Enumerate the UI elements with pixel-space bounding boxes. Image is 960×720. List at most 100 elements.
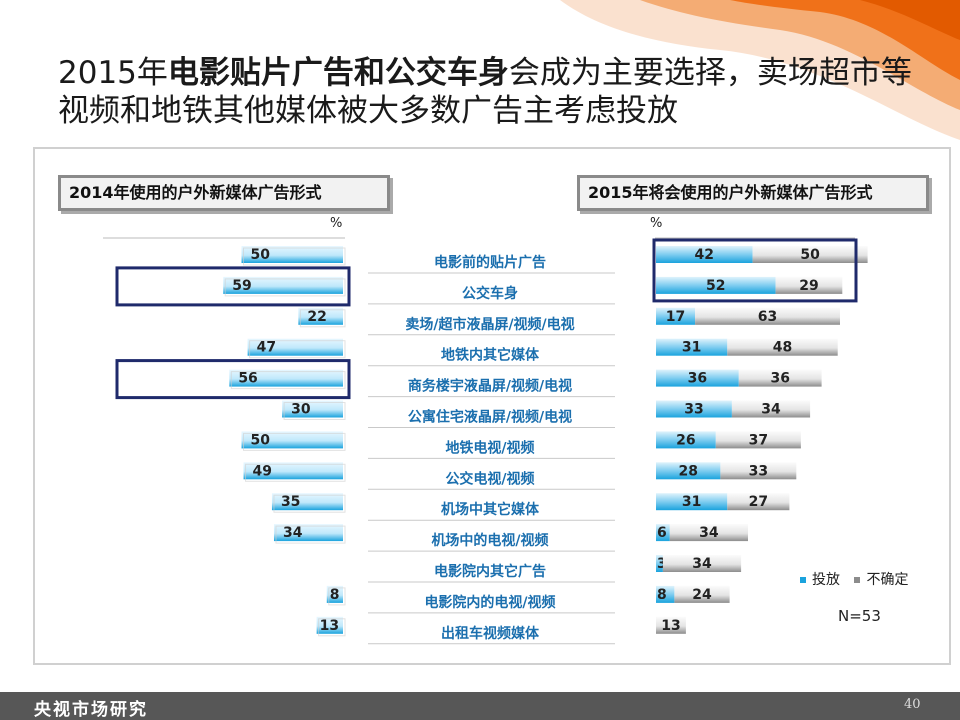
category-label: 机场中的电视/视频 <box>431 532 548 549</box>
right-highlight-frame <box>652 238 858 303</box>
left-bar <box>223 276 343 294</box>
left-bar <box>282 400 343 418</box>
footer-org: 央视市场研究 <box>34 700 148 720</box>
category-label: 电影院内其它广告 <box>434 563 546 580</box>
left-bar-value: 35 <box>281 494 300 510</box>
category-label: 公交车身 <box>462 285 518 302</box>
left-bar-value: 22 <box>307 309 326 325</box>
right-bar-invest-value: 33 <box>684 402 703 418</box>
left-bar-value: 47 <box>257 340 276 356</box>
right-bar-invest <box>656 276 776 294</box>
right-bar-uncertain <box>752 246 868 263</box>
legend-uncertain: 不确定 <box>854 569 908 589</box>
left-bar-value: 59 <box>232 278 251 294</box>
left-bar-shadow <box>275 525 346 544</box>
category-label: 地铁内其它媒体 <box>441 347 540 364</box>
category-label: 电影前的贴片广告 <box>434 254 546 271</box>
left-bar-shadow <box>245 463 346 482</box>
left-highlight-frame <box>115 266 351 307</box>
right-bar-uncertain <box>727 338 838 356</box>
left-bar-value: 13 <box>320 618 339 634</box>
left-bar <box>271 493 343 511</box>
right-bar-uncertain <box>695 307 840 325</box>
legend-uncertain-swatch <box>854 577 861 583</box>
right-bar-uncertain-value: 34 <box>699 525 719 541</box>
right-bar-invest-value: 26 <box>676 432 695 448</box>
right-bar-invest-value: 52 <box>706 278 725 294</box>
left-bar-shadow <box>318 618 346 637</box>
left-bar-shadow <box>230 371 346 390</box>
right-chart-header: 2015年将会使用的户外新媒体广告形式 <box>577 175 929 211</box>
left-bar-value: 34 <box>283 525 303 541</box>
left-bar-shadow <box>243 432 346 451</box>
legend: 投放 不确定 <box>800 569 918 589</box>
right-bar-uncertain <box>656 616 686 634</box>
right-bar-uncertain-value: 36 <box>770 371 789 387</box>
footer-bar: 央视市场研究 40 <box>0 692 960 720</box>
right-bar-uncertain-value: 48 <box>773 340 792 356</box>
sample-size-label: N=53 <box>838 607 881 625</box>
left-percent-label: % <box>330 216 343 231</box>
right-bar-invest <box>656 431 716 449</box>
right-bar-uncertain <box>715 431 801 449</box>
category-label: 公寓住宅液晶屏/视频/电视 <box>408 409 572 426</box>
legend-uncertain-label: 不确定 <box>866 572 909 588</box>
right-bar-group: 42 50 52 29 17 63 31 48 36 36 33 34 26 37 28 33 31 27 6 34 3… <box>656 246 868 634</box>
category-label: 卖场/超市液晶屏/视频/电视 <box>405 316 574 333</box>
category-label: 地铁电视/视频 <box>445 439 534 456</box>
left-bar <box>243 462 343 480</box>
title-part1: 2015年 <box>58 55 168 91</box>
right-bar-invest <box>656 524 670 542</box>
left-bar <box>241 246 343 263</box>
right-bar-invest <box>656 462 721 480</box>
left-bar <box>326 585 343 603</box>
right-bar-uncertain-value: 34 <box>692 556 712 572</box>
legend-invest-swatch <box>800 577 806 583</box>
category-label: 机场中其它媒体 <box>441 501 540 518</box>
right-bar-invest-value: 28 <box>678 463 697 479</box>
right-bar-uncertain-value: 33 <box>749 463 768 479</box>
left-bar <box>316 616 343 634</box>
decorative-swoosh <box>560 0 960 140</box>
right-bar-invest <box>656 307 696 325</box>
right-bar-uncertain <box>669 524 748 542</box>
left-bar-value: 50 <box>251 432 271 448</box>
legend-invest-label: 投放 <box>812 572 840 588</box>
right-bar-invest-value: 6 <box>657 525 667 541</box>
left-bar-shadow <box>299 309 346 328</box>
right-percent-label: % <box>650 216 663 231</box>
right-bar-uncertain-value: 24 <box>692 587 712 603</box>
left-bar-shadow <box>283 402 346 420</box>
right-bar-invest-value: 3 <box>657 556 667 572</box>
left-highlight-frame <box>115 359 351 400</box>
right-bar-invest-value: 36 <box>688 371 707 387</box>
left-bar-value: 30 <box>291 402 311 418</box>
legend-invest: 投放 <box>800 569 840 589</box>
left-bar <box>229 369 343 387</box>
left-chart-header: 2014年使用的户外新媒体广告形式 <box>58 175 390 211</box>
category-label: 电影院内的电视/视频 <box>424 594 555 611</box>
right-bar-uncertain-value: 63 <box>758 309 777 325</box>
category-label-group: 电影前的贴片广告公交车身卖场/超市液晶屏/视频/电视地铁内其它媒体商务楼宇液晶屏… <box>368 254 615 645</box>
left-bar-shadow <box>224 278 346 297</box>
right-bar-uncertain <box>727 493 790 511</box>
right-bar-uncertain <box>720 462 797 480</box>
highlight-frame-group <box>115 238 858 400</box>
left-bar <box>247 338 343 356</box>
left-bar-shadow <box>273 494 346 513</box>
left-bar-value: 50 <box>251 247 271 263</box>
right-bar-uncertain-value: 13 <box>661 618 680 634</box>
left-bar-shadow <box>328 587 346 606</box>
left-bar-value: 56 <box>238 371 257 387</box>
title-bold: 电影贴片广告和公交车身 <box>167 55 509 91</box>
right-bar-invest <box>656 338 728 356</box>
right-bar-uncertain-value: 50 <box>800 247 820 263</box>
right-bar-uncertain-value: 27 <box>749 494 768 510</box>
left-bar-value: 8 <box>330 587 340 603</box>
right-bar-invest-value: 42 <box>695 247 714 263</box>
right-bar-invest <box>656 369 739 387</box>
right-bar-invest-value: 8 <box>657 587 667 603</box>
right-bar-invest <box>656 400 732 418</box>
category-label: 出租车视频媒体 <box>441 625 540 642</box>
